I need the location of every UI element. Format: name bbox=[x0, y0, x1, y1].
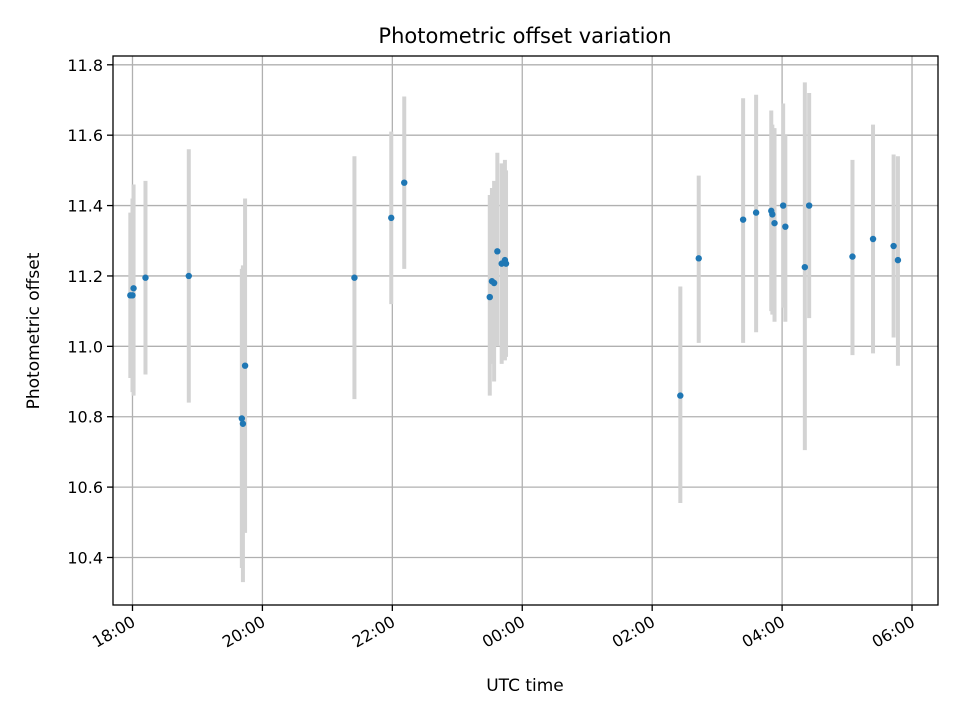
data-point bbox=[752, 209, 760, 216]
data-point bbox=[805, 202, 813, 209]
data-points bbox=[127, 179, 902, 427]
x-tick-label: 20:00 bbox=[219, 612, 268, 652]
data-point bbox=[388, 214, 395, 222]
data-point bbox=[782, 223, 789, 230]
data-point bbox=[769, 211, 776, 218]
y-axis-label: Photometric offset bbox=[24, 252, 44, 409]
data-point bbox=[238, 415, 246, 422]
data-point bbox=[739, 216, 747, 223]
data-point bbox=[890, 242, 897, 250]
chart-title: Photometric offset variation bbox=[378, 24, 671, 48]
data-point bbox=[490, 279, 498, 287]
data-point bbox=[695, 255, 702, 262]
x-tick-label: 02:00 bbox=[609, 612, 658, 652]
y-tick-label: 11.2 bbox=[67, 267, 103, 286]
x-tick-label: 04:00 bbox=[739, 612, 788, 652]
data-point bbox=[779, 202, 787, 209]
x-tick-label: 00:00 bbox=[479, 612, 528, 652]
x-tick-label: 18:00 bbox=[89, 612, 138, 652]
data-point bbox=[185, 272, 192, 280]
y-tick-label: 10.8 bbox=[67, 408, 103, 427]
data-point bbox=[894, 256, 902, 264]
data-point bbox=[502, 260, 510, 267]
data-point bbox=[494, 248, 501, 255]
data-point bbox=[849, 253, 856, 260]
x-axis-label: UTC time bbox=[486, 676, 564, 696]
y-tick-label: 11.8 bbox=[67, 56, 103, 75]
data-point bbox=[401, 179, 408, 186]
x-tick-label: 06:00 bbox=[869, 612, 918, 652]
grid bbox=[113, 56, 938, 605]
y-tick-label: 11.4 bbox=[67, 197, 103, 216]
data-point bbox=[771, 219, 778, 227]
data-point bbox=[869, 235, 877, 243]
data-point bbox=[486, 293, 493, 301]
data-point bbox=[801, 263, 809, 271]
y-tick-label: 11.0 bbox=[67, 337, 103, 356]
data-point bbox=[351, 274, 358, 281]
data-point bbox=[239, 420, 247, 427]
data-point bbox=[677, 392, 684, 399]
data-point bbox=[129, 292, 136, 299]
y-tick-label: 10.4 bbox=[67, 548, 103, 567]
x-tick-label: 22:00 bbox=[349, 612, 398, 652]
y-tick-label: 11.6 bbox=[67, 126, 103, 145]
plot-frame bbox=[112, 55, 939, 606]
y-tick-label: 10.6 bbox=[67, 478, 103, 497]
data-point bbox=[142, 274, 149, 281]
data-point bbox=[130, 285, 137, 292]
data-point bbox=[241, 362, 249, 369]
error-bars bbox=[128, 82, 900, 583]
